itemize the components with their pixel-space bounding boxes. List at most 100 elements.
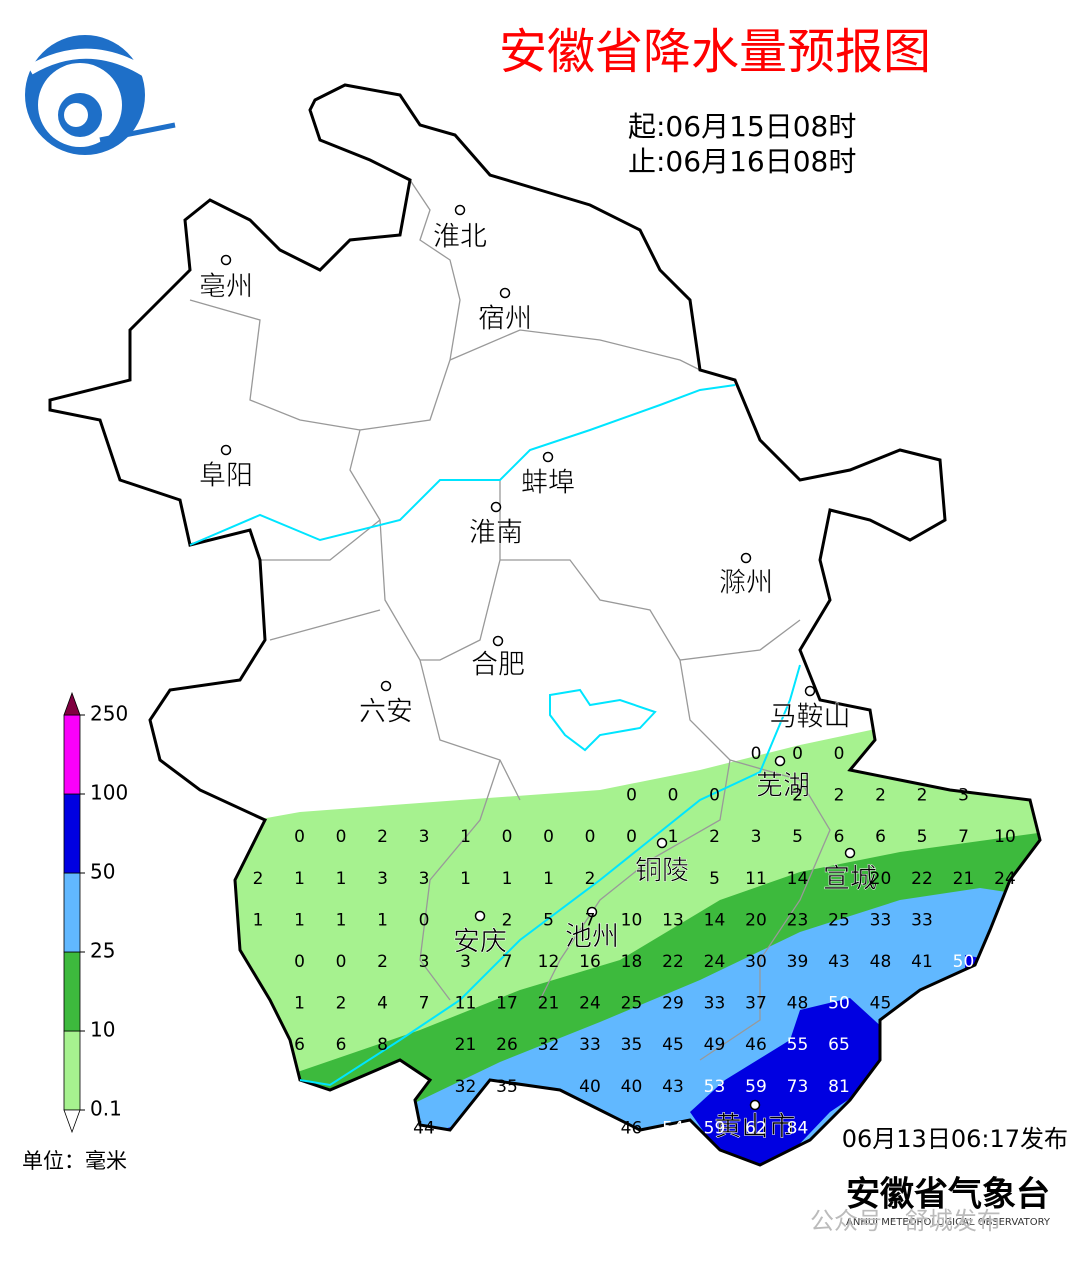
city-label: 宣城 <box>823 864 877 895</box>
grid-value: 13 <box>662 910 684 930</box>
grid-value: 1 <box>543 869 554 889</box>
grid-value: 17 <box>496 994 518 1014</box>
grid-value: 32 <box>538 1035 560 1055</box>
grid-value: 2 <box>709 827 720 847</box>
city-label: 黄山市 <box>715 1112 796 1143</box>
grid-value: 24 <box>579 994 601 1014</box>
grid-value: 21 <box>538 994 560 1014</box>
watermark: 公众号 · 舒城发布 <box>810 1207 1001 1235</box>
grid-value: 33 <box>704 994 726 1014</box>
grid-value: 0 <box>834 744 845 764</box>
legend-label: 50 <box>90 860 115 884</box>
city-dot <box>499 287 511 299</box>
grid-value: 0 <box>336 952 347 972</box>
precip-band <box>440 955 990 1165</box>
grid-value: 1 <box>336 869 347 889</box>
city-label: 池州 <box>565 922 619 953</box>
city-dot <box>774 755 786 767</box>
grid-value: 22 <box>662 952 684 972</box>
city-dot <box>586 906 598 918</box>
grid-value: 5 <box>543 910 554 930</box>
grid-value: 40 <box>621 1077 643 1097</box>
grid-value: 1 <box>336 910 347 930</box>
period-end: 止:06月16日08时 <box>628 145 856 178</box>
grid-value: 3 <box>419 869 430 889</box>
city-label: 安庆 <box>453 927 507 958</box>
grid-value: 1 <box>253 910 264 930</box>
city-dot <box>220 444 232 456</box>
grid-value: 37 <box>745 994 767 1014</box>
grid-value: 11 <box>455 994 477 1014</box>
grid-value: 10 <box>994 827 1016 847</box>
legend-label: 25 <box>90 939 115 963</box>
grid-value: 46 <box>621 1118 643 1138</box>
grid-value: 5 <box>917 827 928 847</box>
grid-value: 0 <box>709 786 720 806</box>
grid-value: 4 <box>377 994 388 1014</box>
grid-value: 1 <box>502 869 513 889</box>
grid-value: 2 <box>875 786 886 806</box>
grid-value: 0 <box>502 827 513 847</box>
grid-value: 7 <box>958 827 969 847</box>
city-dot <box>844 847 856 859</box>
unit: 单位：毫米 <box>22 1149 127 1173</box>
grid-value: 33 <box>911 910 933 930</box>
grid-value: 0 <box>792 744 803 764</box>
grid-value: 10 <box>621 910 643 930</box>
grid-value: 25 <box>828 910 850 930</box>
legend-swatch <box>63 793 81 874</box>
legend-swatch <box>63 1030 81 1111</box>
grid-value: 2 <box>336 994 347 1014</box>
grid-value: 1 <box>294 994 305 1014</box>
grid-value: 18 <box>621 952 643 972</box>
city-dot <box>749 1099 761 1111</box>
city-dot <box>490 501 502 513</box>
grid-value: 3 <box>377 869 388 889</box>
grid-value: 2 <box>792 786 803 806</box>
grid-value: 45 <box>870 994 892 1014</box>
grid-value: 41 <box>911 952 933 972</box>
grid-value: 33 <box>579 1035 601 1055</box>
grid-value: 1 <box>460 869 471 889</box>
city-label: 阜阳 <box>199 461 253 492</box>
grid-value: 8 <box>377 1035 388 1055</box>
period-start: 起:06月15日08时 <box>628 110 856 143</box>
issued: 06月13日06:17发布 <box>842 1125 1068 1153</box>
city-label: 蚌埠 <box>521 468 575 499</box>
grid-value: 0 <box>626 786 637 806</box>
grid-value: 6 <box>336 1035 347 1055</box>
grid-value: 53 <box>704 1077 726 1097</box>
grid-value: 21 <box>455 1035 477 1055</box>
grid-value: 2 <box>502 910 513 930</box>
logo <box>25 35 176 155</box>
grid-value: 55 <box>787 1035 809 1055</box>
org-en: ANHUI METEOROLOGICAL OBSERVATORY <box>846 1217 1051 1228</box>
grid-value: 12 <box>538 952 560 972</box>
grid-value: 3 <box>958 786 969 806</box>
grid-value: 7 <box>585 910 596 930</box>
grid-value: 62 <box>745 1118 767 1138</box>
grid-value: 45 <box>662 1035 684 1055</box>
grid-value: 3 <box>460 952 471 972</box>
grid-value: 2 <box>917 786 928 806</box>
grid-value: 84 <box>787 1118 809 1138</box>
city-dot <box>542 451 554 463</box>
city-label: 亳州 <box>199 272 253 303</box>
grid-value: 23 <box>787 910 809 930</box>
city-label: 淮北 <box>433 222 487 253</box>
grid-value: 30 <box>745 952 767 972</box>
grid-value: 2 <box>377 952 388 972</box>
legend: 0.1 10 25 50 100 250 <box>63 691 128 1134</box>
city-dot <box>492 635 504 647</box>
grid-value: 40 <box>579 1077 601 1097</box>
grid-value: 50 <box>953 952 975 972</box>
grid-value: 0 <box>668 786 679 806</box>
grid-value: 32 <box>455 1077 477 1097</box>
grid-value: 0 <box>419 910 430 930</box>
grid-value: 43 <box>662 1077 684 1097</box>
grid-value: 33 <box>870 910 892 930</box>
grid-value: 73 <box>787 1077 809 1097</box>
grid-value: 65 <box>828 1035 850 1055</box>
